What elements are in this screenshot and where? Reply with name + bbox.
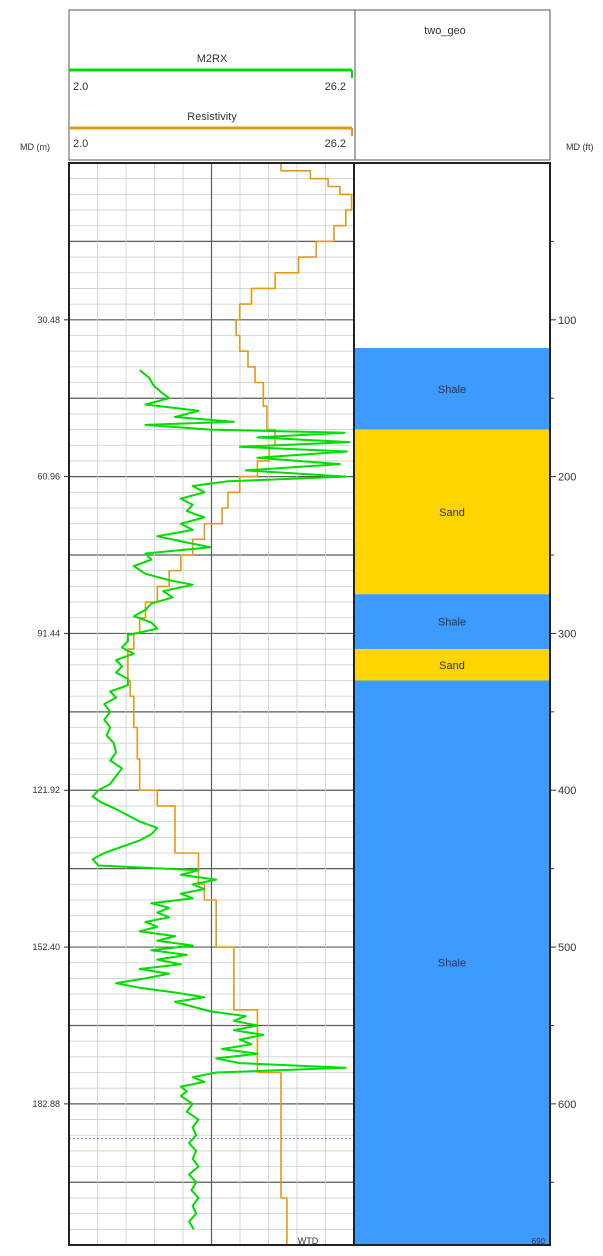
lithology-block-4 [354,649,550,681]
lithology-label-2: Sand [439,507,465,519]
lithology-track-frame [353,162,551,1246]
left-axis-tick-label: 60.96 [37,472,60,482]
lithology-block-5 [354,680,550,1245]
lithology-label-5: Shale [438,958,466,970]
left-axis-label: MD (m) [20,142,50,152]
chart-header: two_geo M2RX 2.0 26.2 Resistivity 2.0 26… [68,9,551,161]
left-axis-tick-label: 91.44 [37,628,60,638]
resistivity-scale-min: 2.0 [73,138,88,150]
lithology-block-3 [354,594,550,650]
right-axis-label: MD (ft) [566,142,594,152]
left-axis-tick-label: 30.48 [37,315,60,325]
resistivity-curve [127,163,353,1246]
left-axis-tick-label: 182.88 [32,1099,60,1109]
lithology-block-0 [354,163,550,349]
right-axis-tick-label: 100 [558,315,576,327]
m2rx-scale-min: 2.0 [73,81,88,93]
m2rx-curve [91,369,351,1230]
right-axis-tick-label: 500 [558,942,576,954]
footer-wtd: WTD [298,1236,319,1246]
lithology-label-4: Sand [439,660,465,672]
left-axis-tick-label: 121.92 [32,785,60,795]
chart-title: two_geo [424,25,466,37]
footer-depth: 690 [532,1237,546,1246]
right-axis-tick-label: 600 [558,1099,576,1111]
lithology-block-2 [354,429,550,595]
lithology-label-1: Shale [438,384,466,396]
curve-track-grid [69,162,354,1246]
lithology-label-3: Shale [438,617,466,629]
resistivity-scale-max: 26.2 [325,138,346,150]
right-axis-tick-label: 300 [558,628,576,640]
m2rx-track-name: M2RX [197,53,228,65]
resistivity-track-name: Resistivity [187,111,237,123]
lithology-block-1 [354,348,550,430]
lithology-track: Shale Sand Shale Sand Shale [354,163,550,1245]
depth-axes: 30.48 60.96 91.44 121.92 152.40 182.88 100 200 3… [32,240,576,1183]
m2rx-scale-max: 26.2 [325,81,346,93]
right-axis-tick-label: 400 [558,785,576,797]
curve-layer [69,163,354,1246]
right-axis-tick-label: 200 [558,472,576,484]
left-axis-tick-label: 152.40 [32,942,60,952]
header-frame [68,9,551,161]
